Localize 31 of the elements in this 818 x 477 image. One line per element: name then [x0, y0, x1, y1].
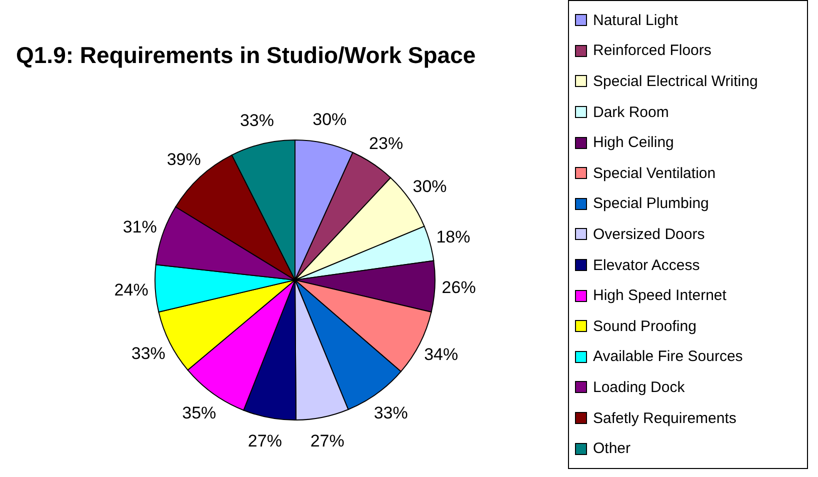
data-label: 33% [131, 344, 166, 363]
data-label: 30% [312, 110, 347, 130]
legend-label: Available Fire Sources [593, 348, 743, 366]
legend-label: Elevator Access [593, 256, 700, 274]
legend-label: Other [593, 440, 631, 458]
legend-label: High Ceiling [593, 134, 674, 152]
data-label: 34% [424, 345, 458, 364]
data-label: 33% [240, 110, 274, 130]
data-label: 18% [436, 227, 470, 246]
legend-label: Reinforced Floors [593, 42, 712, 60]
data-label: 24% [114, 280, 148, 300]
legend-label: Special Electrical Writing [593, 72, 758, 90]
legend-label: Oversized Doors [593, 226, 705, 243]
data-label: 23% [369, 134, 404, 154]
legend-label: Loading Dock [593, 378, 685, 396]
legend-label: Sound Proofing [593, 318, 696, 335]
legend-label: Special Plumbing [593, 195, 709, 212]
data-label: 27% [248, 432, 282, 451]
data-label: 31% [122, 217, 157, 236]
text: Q1.9: Requirements in Studio/Work Space [16, 42, 476, 69]
legend-label: High Speed Internet [593, 287, 726, 304]
legend-label: Dark Room [593, 104, 669, 121]
data-label: 39% [166, 150, 201, 169]
data-label: 33% [374, 404, 408, 423]
legend-label: Natural Light [593, 12, 678, 29]
data-label: 35% [182, 404, 216, 423]
data-label: 27% [310, 431, 344, 450]
data-label: 26% [442, 278, 476, 298]
legend-label: Safetly Requirements [593, 410, 736, 427]
legend-label: Special Ventilation [593, 164, 716, 182]
data-label: 30% [412, 177, 447, 196]
